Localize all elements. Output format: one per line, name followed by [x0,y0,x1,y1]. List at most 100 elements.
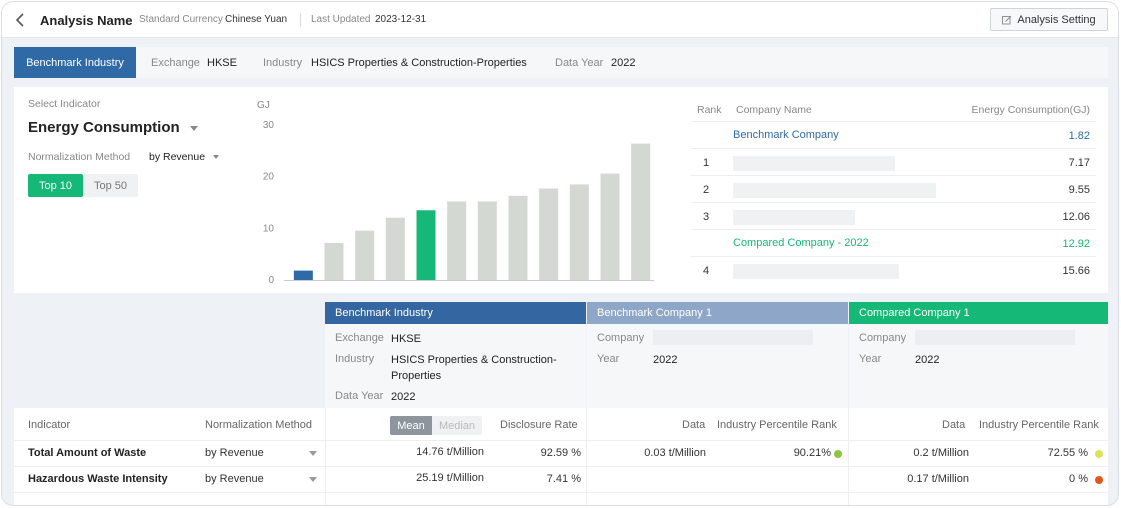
chevron-down-icon [213,155,220,160]
indicator-col-header: Indicator [28,419,71,431]
ranking-row[interactable]: 3 12.06 [691,202,1096,229]
ranking-row[interactable]: 2 9.55 [691,175,1096,202]
year-value: 2022 [653,354,678,366]
normalization-label: Normalization Method [28,151,131,163]
select-indicator-label: Select Indicator [28,98,101,110]
indicator-panel: Select Indicator Energy Consumption Norm… [14,87,1108,293]
cmp-data-value: 0.2 t/Million [913,447,969,459]
energy-value: 15.66 [1062,265,1090,277]
mean-value: 14.76 t/Million [416,446,484,458]
industry-value: HSICS Properties & Construction-Properti… [311,57,527,69]
y-tick-label-2: 20 [263,172,275,183]
energy-bar-chart: GJ 0 10 20 30 [257,100,654,286]
mean-median-toggle: Mean Median [390,416,482,435]
company-label: Company [859,332,907,344]
industry-label: Industry [263,57,303,69]
cmp-percentile: 72.55 % [1047,447,1088,459]
company-name: Benchmark Company [733,129,839,141]
row-divider [14,492,1108,493]
currency-label: Standard Currency [139,14,223,25]
energy-value: 7.17 [1068,157,1090,169]
cmp-percentile-col-header: Industry Percentile Rank [979,419,1099,431]
mean-button[interactable]: Mean [390,416,432,435]
bench-data-col-header: Data [682,419,706,431]
y-tick-label-0: 0 [268,275,274,286]
normalization-dropdown[interactable]: by Revenue [149,151,220,163]
chevron-down-icon [189,125,198,131]
mean-value: 25.19 t/Million [416,472,484,484]
bar-7[interactable] [508,195,528,280]
median-button[interactable]: Median [432,416,482,435]
top-50-button[interactable]: Top 50 [83,174,138,197]
benchmark-company-header: Benchmark Company 1 [587,302,848,324]
column-divider [586,408,587,505]
rank-number: 1 [703,157,710,169]
compared-company-info: Company Year 2022 [849,324,1108,408]
ranking-row[interactable]: Benchmark Company 1.82 [691,121,1096,148]
tab-benchmark-industry[interactable]: Benchmark Industry [14,47,136,78]
industry-label: Industry [335,353,375,365]
ranking-row[interactable]: 4 15.66 [691,256,1096,283]
exchange-label: Exchange [335,332,384,344]
energy-col-header: Energy Consumption(GJ) [971,104,1090,116]
bar-6[interactable] [477,201,497,280]
company-name: Compared Company - 2022 [733,237,869,249]
y-axis-unit-label: GJ [257,100,270,111]
top-header: Analysis Name Standard Currency Chinese … [2,2,1118,38]
bar-10[interactable] [600,173,620,280]
indicator-dropdown[interactable]: Energy Consumption [28,119,198,136]
bar-9[interactable] [569,184,589,280]
edit-icon [1002,15,1012,24]
column-divider [848,408,849,505]
percentile-status-dot [834,450,842,458]
chevron-down-icon [309,451,317,456]
disclosure-rate: 92.59 % [540,447,581,459]
bar-3[interactable] [385,217,405,280]
percentile-status-dot [1095,450,1103,458]
cmp-percentile: 0 % [1069,473,1088,485]
benchmark-company-info: Company Year 2022 [587,324,848,408]
analysis-setting-label: Analysis Setting [1017,13,1096,26]
bar-5[interactable] [447,201,467,280]
row-divider [14,440,1108,441]
top-10-button[interactable]: Top 10 [28,174,83,197]
column-divider [325,408,326,505]
year-value: 2022 [915,354,940,366]
bar-0[interactable] [293,270,313,280]
bench-data-value: 0.03 t/Million [644,447,706,459]
back-arrow-icon[interactable] [14,12,28,28]
data-year-value: 2022 [611,57,636,69]
rank-number: 2 [703,184,710,196]
company-col-header: Company Name [736,104,812,116]
year-label: Year [597,353,620,365]
normalization-select[interactable]: by Revenue [205,473,264,485]
header-divider [300,13,301,27]
ranking-header: Rank Company Name Energy Consumption(GJ) [691,104,1096,122]
bar-8[interactable] [539,188,559,280]
bar-2[interactable] [355,230,375,280]
top-n-toggle: Top 10 Top 50 [28,174,138,197]
industry-value: HSICS Properties & Construction-Properti… [391,354,557,382]
normalization-col-header: Normalization Method [205,419,312,431]
indicator-value: Energy Consumption [28,119,180,136]
ranking-row[interactable]: 1 7.17 [691,148,1096,175]
exchange-value: HKSE [391,333,421,345]
benchmark-industry-header: Benchmark Industry [325,302,586,324]
last-updated-value: 2023-12-31 [375,14,427,25]
bar-4[interactable] [416,210,436,280]
currency-value: Chinese Yuan [225,14,288,25]
bench-percentile: 90.21% [793,447,831,459]
bar-11[interactable] [631,143,651,280]
company-name-placeholder [733,264,899,279]
exchange-value: HKSE [207,57,237,69]
energy-value: 9.55 [1068,184,1090,196]
analysis-setting-button[interactable]: Analysis Setting [990,8,1108,31]
normalization-select[interactable]: by Revenue [205,447,264,459]
analysis-title: Analysis Name [40,13,133,28]
year-label: Year [859,353,882,365]
data-year-value: 2022 [391,391,416,403]
company-placeholder [653,330,813,345]
ranking-row[interactable]: Compared Company - 2022 12.92 [691,229,1096,256]
bar-1[interactable] [324,242,344,280]
